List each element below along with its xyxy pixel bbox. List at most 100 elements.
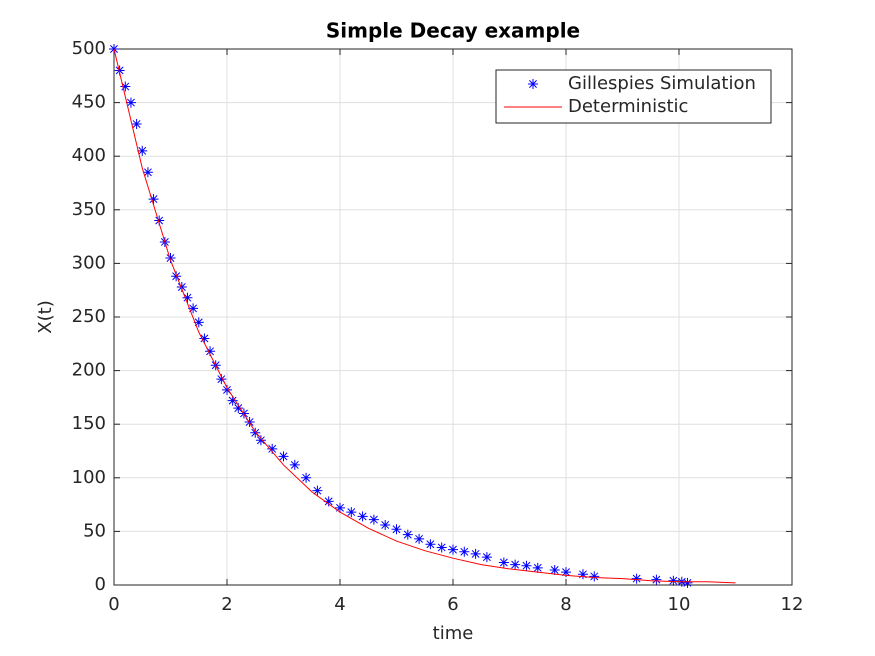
data-point [651, 574, 662, 585]
asterisk-stroke [250, 427, 261, 438]
data-point [233, 403, 244, 414]
data-point [402, 529, 413, 540]
asterisk-stroke [391, 524, 402, 535]
data-point [312, 485, 323, 496]
asterisk-stroke [216, 374, 227, 385]
data-point [216, 374, 227, 385]
legend-label: Deterministic [568, 96, 688, 117]
x-tick-label: 6 [447, 594, 458, 615]
data-point [532, 562, 543, 573]
data-point [205, 346, 216, 357]
asterisk-stroke [682, 577, 693, 588]
data-point [114, 65, 125, 76]
data-point [227, 395, 238, 406]
data-point [498, 557, 509, 568]
data-point [589, 571, 600, 582]
y-tick-label: 150 [72, 413, 106, 434]
asterisk-stroke [335, 502, 345, 513]
asterisk-stroke [114, 65, 125, 76]
asterisk-stroke [668, 575, 679, 586]
data-point [549, 564, 560, 575]
asterisk-stroke [148, 194, 159, 205]
asterisk-stroke [498, 557, 509, 568]
asterisk-stroke [278, 451, 289, 462]
data-point [481, 552, 492, 563]
asterisk-stroke [255, 435, 266, 446]
asterisk-stroke [631, 573, 642, 584]
data-point [323, 496, 334, 507]
data-point [171, 271, 182, 282]
asterisk-stroke [357, 511, 368, 522]
asterisk-stroke [589, 571, 600, 582]
data-point [289, 459, 300, 470]
data-point [682, 577, 693, 588]
data-point [199, 333, 210, 344]
x-tick-label: 10 [668, 594, 691, 615]
asterisk-stroke [402, 529, 413, 540]
y-tick-label: 50 [83, 520, 106, 541]
x-tick-label: 12 [781, 594, 804, 615]
asterisk-stroke [182, 292, 193, 303]
asterisk-stroke [346, 507, 357, 518]
asterisk-stroke [651, 574, 662, 585]
data-point [137, 145, 148, 156]
y-axis-label: X(t) [35, 300, 56, 333]
asterisk-stroke [142, 167, 153, 178]
data-point [448, 544, 458, 555]
asterisk-stroke [301, 472, 312, 483]
data-point [577, 569, 588, 580]
asterisk-stroke [233, 403, 244, 414]
data-point [510, 559, 521, 570]
asterisk-stroke [137, 145, 148, 156]
asterisk-stroke [368, 514, 379, 525]
data-point [436, 542, 447, 553]
data-point [125, 97, 136, 108]
asterisk-stroke [561, 567, 571, 578]
asterisk-stroke [289, 459, 300, 470]
asterisk-stroke [312, 485, 323, 496]
data-point [346, 507, 357, 518]
y-tick-label: 100 [72, 467, 106, 488]
asterisk-stroke [549, 564, 560, 575]
data-point [391, 524, 402, 535]
asterisk-stroke [165, 253, 176, 264]
data-point [521, 560, 532, 571]
asterisk-stroke [222, 384, 232, 395]
asterisk-stroke [481, 552, 492, 563]
y-tick-label: 0 [95, 574, 106, 595]
data-point [154, 215, 165, 226]
data-point [380, 519, 391, 530]
data-point [193, 317, 204, 328]
x-axis-label: time [433, 623, 474, 644]
y-tick-label: 250 [72, 306, 106, 327]
data-point [182, 292, 193, 303]
data-point [470, 548, 481, 559]
data-line [113, 48, 736, 584]
data-point [267, 443, 278, 454]
x-tick-label: 8 [560, 594, 571, 615]
legend-box [495, 69, 772, 124]
x-tick-label: 4 [334, 594, 345, 615]
asterisk-stroke [125, 97, 136, 108]
data-point [459, 546, 470, 557]
asterisk-stroke [532, 562, 543, 573]
y-tick-label: 200 [72, 360, 106, 381]
x-tick-label: 0 [108, 594, 119, 615]
asterisk-stroke [425, 539, 436, 550]
data-point [425, 539, 436, 550]
data-point [414, 533, 425, 544]
asterisk-stroke [227, 395, 238, 406]
data-point [165, 253, 176, 264]
data-point [561, 567, 571, 578]
y-tick-label: 450 [72, 92, 106, 113]
asterisk-stroke [188, 303, 199, 314]
y-tick-label: 500 [72, 38, 106, 59]
asterisk-stroke [414, 533, 425, 544]
chart-title: Simple Decay example [326, 19, 580, 43]
data-point [120, 81, 131, 92]
asterisk-stroke [459, 546, 470, 557]
data-point [250, 427, 261, 438]
legend-marker [528, 79, 538, 89]
legend-label: Gillespies Simulation [568, 73, 756, 94]
